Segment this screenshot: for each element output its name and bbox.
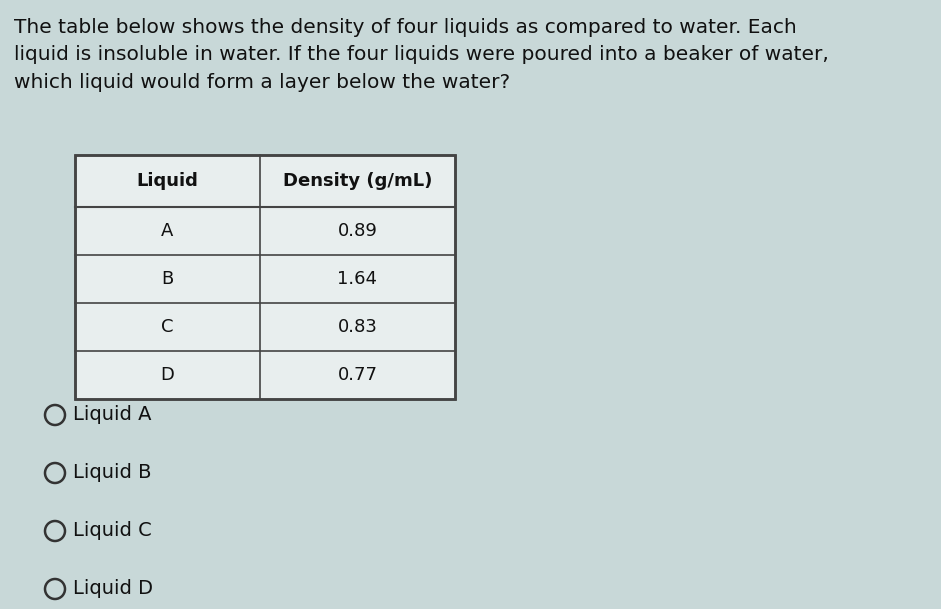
Text: A: A bbox=[161, 222, 174, 240]
Text: D: D bbox=[161, 366, 174, 384]
Text: Density (g/mL): Density (g/mL) bbox=[283, 172, 432, 190]
Text: Liquid: Liquid bbox=[136, 172, 199, 190]
Text: Liquid B: Liquid B bbox=[73, 463, 152, 482]
Text: C: C bbox=[161, 318, 174, 336]
Bar bbox=[75, 155, 455, 399]
Text: The table below shows the density of four liquids as compared to water. Each
liq: The table below shows the density of fou… bbox=[14, 18, 829, 91]
Text: 0.89: 0.89 bbox=[338, 222, 377, 240]
Text: 1.64: 1.64 bbox=[338, 270, 377, 288]
Bar bbox=[75, 155, 455, 399]
Text: 0.83: 0.83 bbox=[338, 318, 377, 336]
Text: Liquid A: Liquid A bbox=[73, 406, 152, 424]
Text: 0.77: 0.77 bbox=[338, 366, 377, 384]
Text: Liquid D: Liquid D bbox=[73, 580, 153, 599]
Text: Liquid C: Liquid C bbox=[73, 521, 152, 541]
Text: B: B bbox=[161, 270, 174, 288]
